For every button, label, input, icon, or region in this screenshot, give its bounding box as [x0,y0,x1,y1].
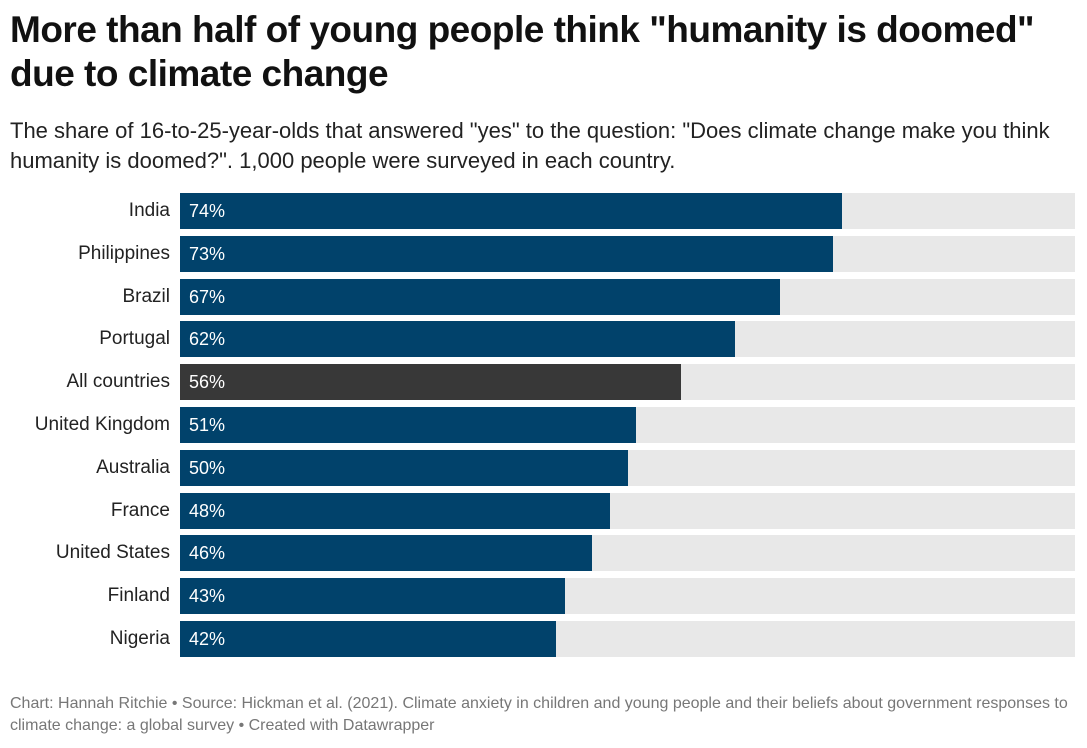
bar: 67% [180,278,780,315]
bar-row: All countries 56% [0,364,1087,401]
bar-row: Portugal 62% [0,321,1087,358]
value-label: 73% [189,243,226,264]
bar: 74% [180,193,843,229]
value-label: 74% [189,201,226,221]
bar-row: France 48% [0,492,1087,529]
bar-row: Australia 50% [0,449,1087,486]
bar-row: Finland 43% [0,578,1087,615]
category-label: Portugal [99,328,170,350]
bar-row: United Kingdom 51% [0,407,1087,443]
bar-track: 56% [180,364,1075,401]
bar-track: 67% [180,278,1075,315]
bar-row: India 74% [0,193,1087,229]
bar-track: 43% [180,578,1075,615]
bar-chart: India 74% Philippines 73% Brazil 67% Portugal 6… [0,193,1087,659]
bar-track: 74% [180,193,1075,229]
value-label: 48% [189,500,226,521]
value-label: 42% [189,629,226,649]
bar-row: Philippines 73% [0,235,1087,272]
value-label: 51% [189,415,226,435]
value-label: 56% [189,372,226,393]
category-label: France [110,499,170,521]
bar-row: United States 46% [0,535,1087,572]
category-label: Finland [107,585,170,607]
value-label: 62% [189,329,226,350]
bar-track: 73% [180,235,1075,272]
bar-row: Brazil 67% [0,278,1087,315]
category-label: All countries [66,371,171,393]
bar-track: 48% [180,492,1075,529]
value-label: 43% [189,586,226,607]
bar-track: 51% [180,407,1075,443]
bar-track: 42% [180,621,1075,657]
bar-row: Nigeria 42% [0,621,1087,657]
bar: 56% [180,364,682,401]
bar: 51% [180,407,637,443]
category-label: India [128,200,170,221]
bar: 43% [180,578,565,615]
category-label: Australia [96,456,170,478]
bar-track: 46% [180,535,1075,572]
bar: 62% [180,321,735,358]
bar: 73% [180,235,834,272]
category-label: Philippines [78,242,170,264]
category-label: Brazil [122,285,170,307]
bar-track: 50% [180,449,1075,486]
category-label: Nigeria [109,628,170,649]
bar-track: 62% [180,321,1075,358]
chart-title: More than half of young people think "hu… [10,9,1035,94]
bar: 48% [180,492,610,529]
chart-footer: Chart: Hannah Ritchie • Source: Hickman … [10,695,1068,734]
bar: 50% [180,449,628,486]
category-label: United States [55,542,170,564]
bar: 46% [180,535,592,572]
bar: 42% [180,621,556,657]
value-label: 67% [189,286,226,307]
chart-subtitle: The share of 16-to-25-year-olds that ans… [10,118,1050,173]
value-label: 46% [189,543,226,564]
value-label: 50% [189,457,226,478]
category-label: United Kingdom [34,414,170,435]
